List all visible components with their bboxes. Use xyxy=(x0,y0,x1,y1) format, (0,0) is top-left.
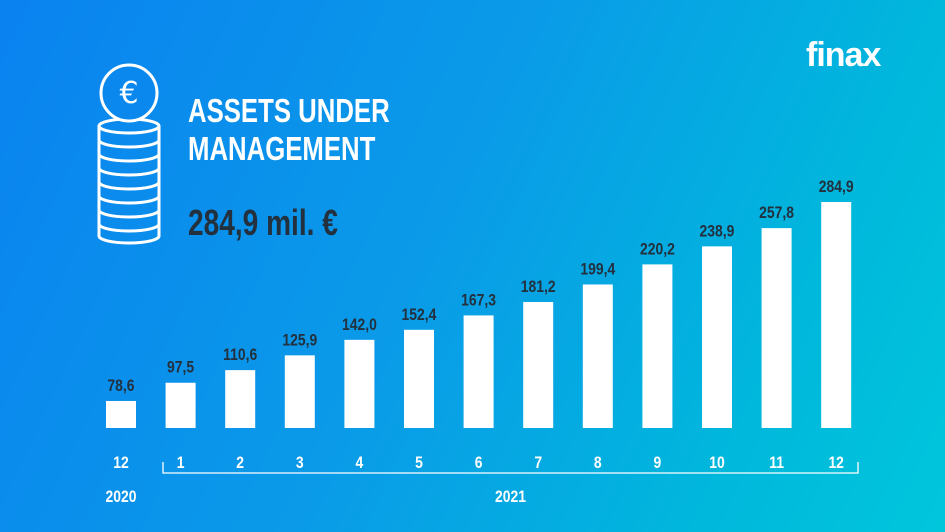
x-tick-label: 3 xyxy=(296,454,304,473)
x-tick-label: 7 xyxy=(534,454,542,473)
total-assets: 284,9 mil. € xyxy=(188,202,380,244)
x-tick-label: 9 xyxy=(654,454,662,473)
data-label: 125,9 xyxy=(282,331,317,350)
x-tick-label: 12 xyxy=(828,454,844,473)
data-label: 257,8 xyxy=(759,204,794,223)
bar xyxy=(463,315,494,428)
finax-logo: finax xyxy=(806,36,881,74)
data-label: 238,9 xyxy=(700,222,735,241)
x-tick-label: 6 xyxy=(475,454,483,473)
bar xyxy=(702,246,732,428)
data-label: 142,0 xyxy=(342,316,377,335)
euro-coin-stack-icon: € xyxy=(97,63,161,245)
total-assets-value: 284,9 mil. € xyxy=(188,202,338,243)
year-bracket xyxy=(162,462,859,474)
bar xyxy=(106,400,136,428)
x-tick-label: 11 xyxy=(769,454,784,473)
bar xyxy=(404,329,434,428)
x-tick-label: 12 xyxy=(113,454,129,473)
data-label: 97,5 xyxy=(167,359,194,378)
data-label: 110,6 xyxy=(223,346,257,365)
bar xyxy=(523,302,554,428)
bar xyxy=(165,382,196,428)
data-label: 181,2 xyxy=(521,278,556,297)
page-title: ASSETS UNDER MANAGEMENT xyxy=(188,92,447,168)
x-tick-label: 1 xyxy=(177,454,185,473)
year-label: 2021 xyxy=(495,488,526,507)
data-label: 284,9 xyxy=(819,178,854,197)
x-tick-label: 8 xyxy=(594,454,602,473)
x-tick-label: 10 xyxy=(709,454,724,473)
data-label: 199,4 xyxy=(580,260,615,279)
svg-text:€: € xyxy=(119,76,138,111)
title-line-1: ASSETS UNDER xyxy=(188,92,390,129)
data-label: 78,6 xyxy=(107,377,134,396)
x-tick-label: 2 xyxy=(236,454,244,473)
bar xyxy=(821,201,852,428)
title-line-2: MANAGEMENT xyxy=(188,130,376,167)
data-label: 220,2 xyxy=(640,240,675,259)
bar xyxy=(582,284,613,428)
x-tick-label: 5 xyxy=(415,454,423,473)
data-label: 152,4 xyxy=(402,306,437,325)
bar xyxy=(225,370,256,428)
data-label: 167,3 xyxy=(461,291,496,310)
x-tick-label: 4 xyxy=(356,454,364,473)
bar xyxy=(761,228,792,428)
bar xyxy=(284,355,315,428)
bar xyxy=(642,264,673,428)
year-label: 2020 xyxy=(106,488,137,507)
bar xyxy=(344,339,375,428)
